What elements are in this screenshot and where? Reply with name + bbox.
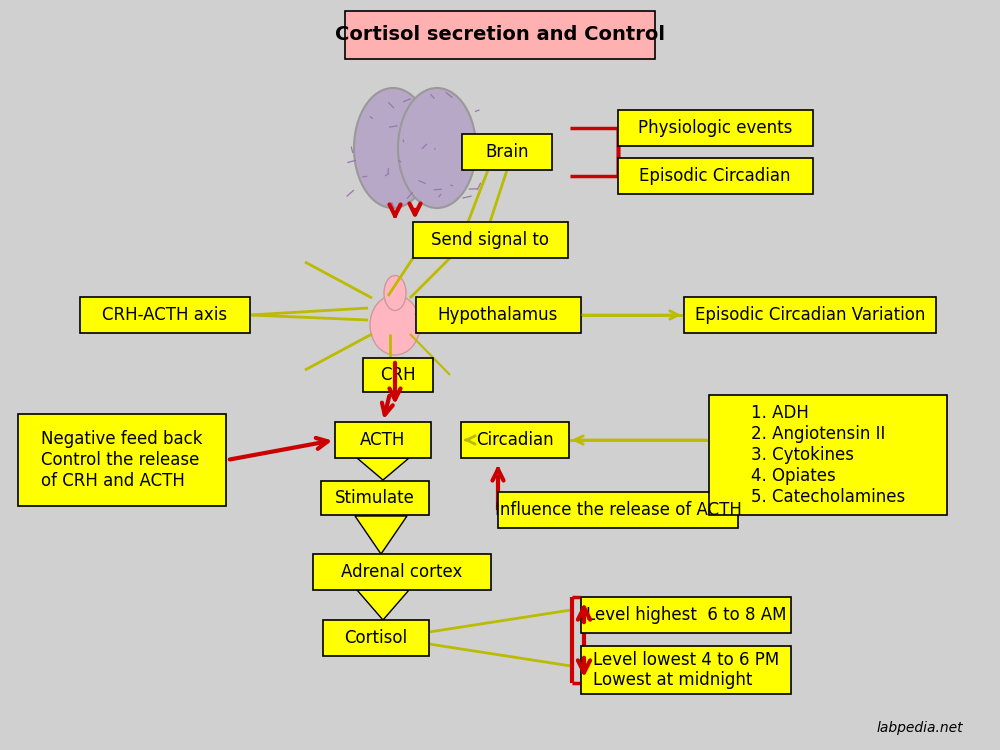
Text: Level highest  6 to 8 AM: Level highest 6 to 8 AM (586, 606, 786, 624)
FancyBboxPatch shape (581, 646, 791, 694)
FancyBboxPatch shape (416, 297, 580, 333)
FancyBboxPatch shape (313, 554, 491, 590)
Text: Circadian: Circadian (476, 431, 554, 449)
Text: Cortisol secretion and Control: Cortisol secretion and Control (335, 26, 665, 44)
Text: Physiologic events: Physiologic events (638, 119, 792, 137)
FancyBboxPatch shape (335, 422, 431, 458)
FancyBboxPatch shape (323, 620, 429, 656)
FancyBboxPatch shape (345, 11, 655, 59)
Text: Influence the release of ACTH: Influence the release of ACTH (495, 501, 741, 519)
Ellipse shape (354, 88, 432, 208)
FancyBboxPatch shape (618, 110, 812, 146)
Text: Hypothalamus: Hypothalamus (438, 306, 558, 324)
Text: CRH-ACTH axis: CRH-ACTH axis (102, 306, 228, 324)
Text: Send signal to: Send signal to (431, 231, 549, 249)
Text: labpedia.net: labpedia.net (877, 721, 963, 735)
Text: Level lowest 4 to 6 PM
Lowest at midnight: Level lowest 4 to 6 PM Lowest at midnigh… (593, 650, 779, 689)
Text: Stimulate: Stimulate (335, 489, 415, 507)
FancyBboxPatch shape (363, 358, 433, 392)
Ellipse shape (370, 295, 420, 355)
FancyBboxPatch shape (581, 597, 791, 633)
Text: Brain: Brain (485, 143, 529, 161)
Text: Cortisol: Cortisol (344, 629, 408, 647)
FancyBboxPatch shape (498, 492, 738, 528)
Text: 1. ADH
2. Angiotensin II
3. Cytokines
4. Opiates
5. Catecholamines: 1. ADH 2. Angiotensin II 3. Cytokines 4.… (751, 404, 905, 506)
FancyBboxPatch shape (18, 414, 226, 506)
Text: Episodic Circadian Variation: Episodic Circadian Variation (695, 306, 925, 324)
Polygon shape (357, 590, 409, 620)
Text: CRH: CRH (380, 366, 416, 384)
FancyBboxPatch shape (462, 134, 552, 170)
FancyBboxPatch shape (709, 395, 947, 515)
Text: Negative feed back
Control the release
of CRH and ACTH: Negative feed back Control the release o… (41, 430, 203, 490)
FancyBboxPatch shape (461, 422, 569, 458)
FancyBboxPatch shape (413, 222, 568, 258)
Text: ACTH: ACTH (360, 431, 406, 449)
Text: Adrenal cortex: Adrenal cortex (341, 563, 463, 581)
Ellipse shape (398, 88, 476, 208)
Ellipse shape (384, 275, 406, 310)
FancyBboxPatch shape (618, 158, 812, 194)
FancyBboxPatch shape (80, 297, 250, 333)
FancyBboxPatch shape (684, 297, 936, 333)
Polygon shape (355, 516, 407, 554)
FancyBboxPatch shape (321, 481, 429, 515)
Text: Episodic Circadian: Episodic Circadian (639, 167, 791, 185)
Polygon shape (357, 458, 409, 480)
